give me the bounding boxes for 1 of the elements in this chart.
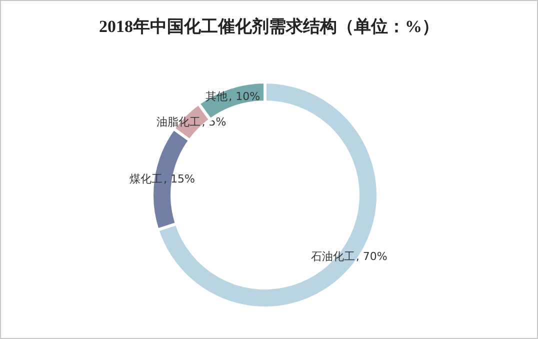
chart-title: 2018年中国化工催化剂需求结构（单位：%） bbox=[99, 17, 439, 36]
